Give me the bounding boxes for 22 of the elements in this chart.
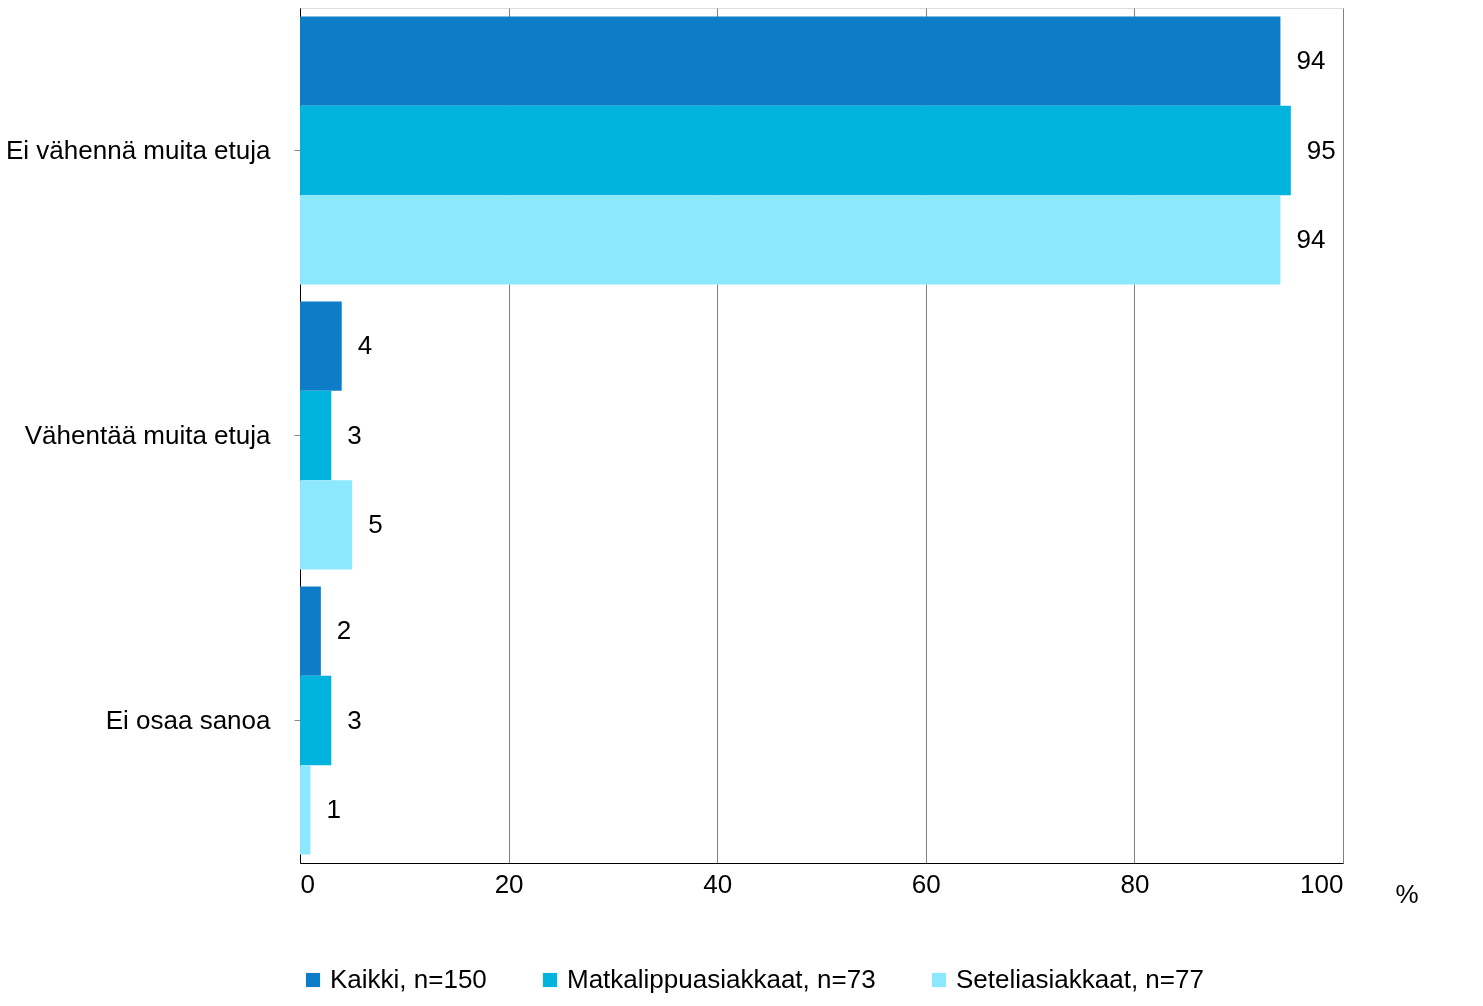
x-tick-label: 100 [1300,868,1344,899]
x-tick-label: 80 [1120,868,1150,899]
x-axis-title: % [1395,878,1419,909]
y-tick-label: Ei osaa sanoa [105,704,272,735]
data-label: 95 [1306,134,1336,165]
data-label: 94 [1296,223,1326,254]
legend-label: Kaikki, n=150 [330,964,487,994]
y-tick-label: Vähentää muita etuja [24,419,272,450]
data-label: 5 [368,508,383,539]
legend-label: Seteliasiakkaat, n=77 [956,964,1204,994]
data-label: 1 [326,793,341,824]
x-tick-label: 40 [703,868,733,899]
legend-label: Matkalippuasiakkaat, n=73 [567,964,876,994]
data-label: 4 [357,330,373,361]
data-label: 3 [347,419,362,450]
x-tick-label: 0 [300,868,315,899]
x-tick-label: 20 [494,868,524,899]
y-tick-label: Ei vähennä muita etuja [5,134,272,165]
x-tick-label: 60 [911,868,941,899]
data-label: 3 [347,704,362,735]
data-label: 2 [336,615,352,646]
data-label: 94 [1296,45,1326,76]
